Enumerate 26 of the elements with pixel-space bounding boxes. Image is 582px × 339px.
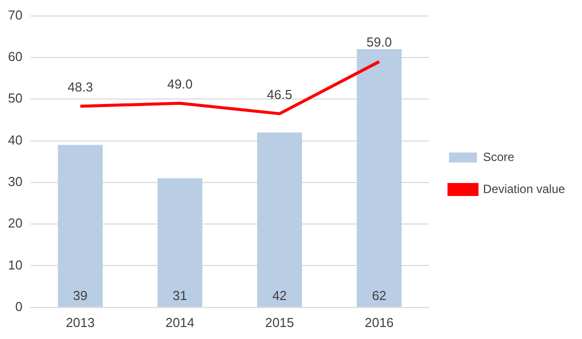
y-tick-label: 60 bbox=[8, 49, 22, 64]
data-label: 31 bbox=[172, 288, 188, 303]
y-tick-label: 20 bbox=[8, 216, 22, 231]
data-label: 59.0 bbox=[366, 34, 392, 50]
bar bbox=[257, 132, 302, 307]
y-tick-label: 40 bbox=[8, 132, 22, 148]
data-label: 42 bbox=[272, 288, 287, 303]
x-tick-label: 2013 bbox=[66, 314, 95, 330]
data-label: 39 bbox=[73, 288, 88, 303]
data-label: 62 bbox=[372, 288, 386, 303]
legend-label: Score bbox=[483, 150, 515, 164]
y-tick-label: 30 bbox=[8, 174, 22, 190]
data-label: 49.0 bbox=[167, 76, 193, 92]
y-tick-label: 50 bbox=[8, 90, 22, 106]
x-tick-label: 2015 bbox=[265, 314, 294, 330]
bar bbox=[58, 144, 103, 307]
y-tick-label: 70 bbox=[8, 7, 22, 22]
x-tick-label: 2014 bbox=[165, 314, 194, 330]
legend-label: Deviation value bbox=[483, 182, 566, 196]
bar bbox=[356, 49, 402, 307]
y-tick-label: 10 bbox=[8, 257, 22, 272]
data-label: 48.3 bbox=[68, 79, 93, 94]
y-tick-label: 0 bbox=[15, 298, 22, 314]
data-label: 46.5 bbox=[266, 86, 292, 102]
x-tick-label: 2016 bbox=[364, 314, 394, 330]
bar bbox=[157, 178, 202, 307]
